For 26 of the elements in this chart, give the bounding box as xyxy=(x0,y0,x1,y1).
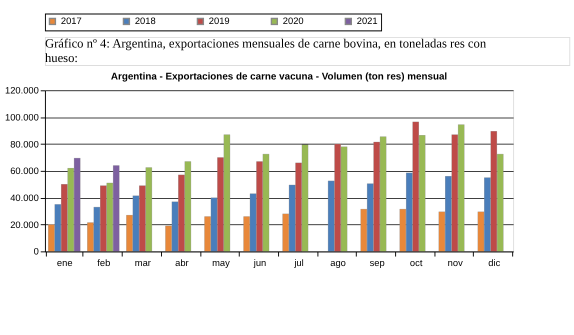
text: Gráfico nº 4: Argentina, exportaciones mensuales de carne bovina, en toneladas res con hueso: xyxy=(44,36,487,66)
y-tick-label: 40.000 xyxy=(10,192,39,203)
y-tick-label: 120.000 xyxy=(5,86,39,96)
x-tick-label: sep xyxy=(370,258,385,268)
legend-label: 2017 xyxy=(60,16,82,26)
x-tick-label: mar xyxy=(134,258,151,268)
x-tick-label: abr xyxy=(175,258,189,268)
x-tick-label: jun xyxy=(252,258,266,268)
y-tick-label: 100.000 xyxy=(5,112,39,122)
x-tick-label: ene xyxy=(56,258,73,268)
legend-label: 2018 xyxy=(134,16,156,26)
x-tick-label: nov xyxy=(448,258,464,268)
legend-label: 2019 xyxy=(208,16,230,26)
chart-title: Argentina - Exportaciones de carne vacuna - Volumen (ton res) mensual xyxy=(110,72,448,83)
y-tick-label: 80.000 xyxy=(10,139,39,150)
x-tick-label: feb xyxy=(97,258,110,268)
x-tick-label: oct xyxy=(410,258,423,268)
x-tick-label: dic xyxy=(488,258,501,268)
x-tick-label: ago xyxy=(330,258,346,268)
x-tick-label: may xyxy=(212,258,230,268)
y-tick-label: 0 xyxy=(34,246,39,257)
y-tick-label: 60.000 xyxy=(10,166,39,176)
legend-label: 2020 xyxy=(282,16,304,26)
x-tick-label: jul xyxy=(293,258,304,268)
y-tick-label: 20.000 xyxy=(10,220,39,230)
legend-label: 2021 xyxy=(356,16,378,26)
